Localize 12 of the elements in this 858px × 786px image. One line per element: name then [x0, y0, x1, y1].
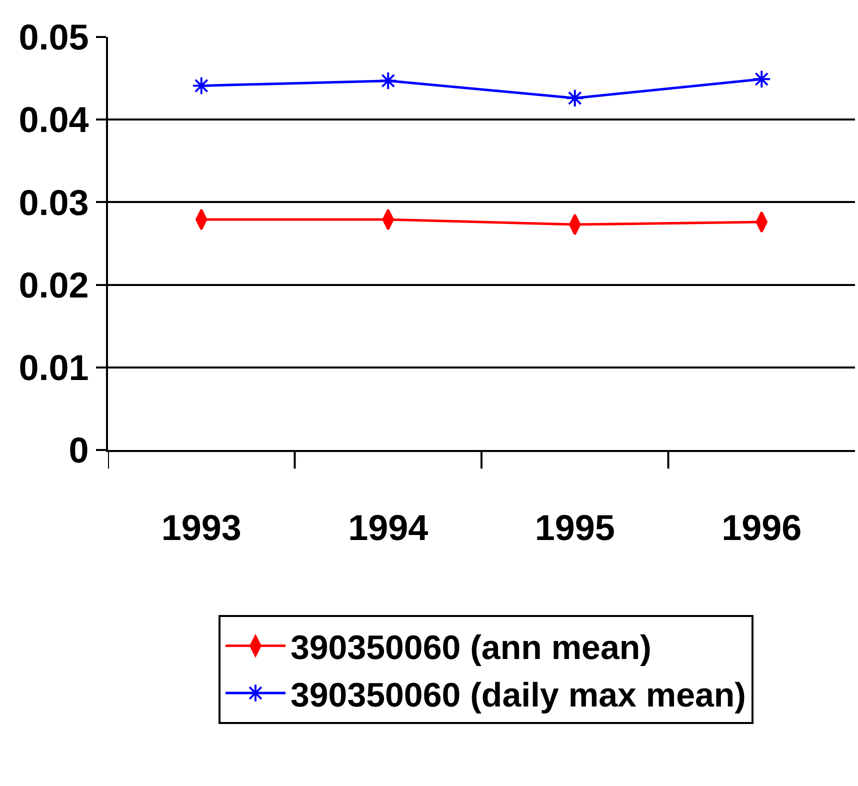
x-tick-label: 1994 — [348, 507, 428, 548]
y-tick-label: 0.02 — [18, 264, 89, 306]
y-tick-label: 0 — [68, 430, 89, 471]
y-tick-label: 0.04 — [18, 99, 89, 140]
legend-label: 390350060 (ann mean) — [290, 629, 652, 668]
x-tick-label: 1996 — [722, 507, 802, 548]
x-tick-label: 1995 — [534, 507, 615, 548]
x-tick-label: 1993 — [161, 507, 242, 548]
legend-label: 390350060 (daily max mean) — [290, 676, 746, 714]
y-tick-label: 0.03 — [18, 182, 89, 223]
y-tick-label: 0.05 — [18, 16, 89, 58]
y-tick-label: 0.01 — [18, 347, 89, 388]
